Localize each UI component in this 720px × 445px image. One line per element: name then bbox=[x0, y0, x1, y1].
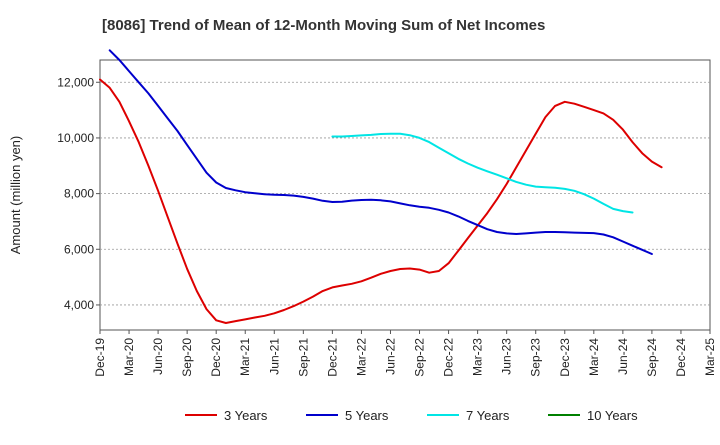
y-axis-ticks: 4,000 6,000 8,000 10,000 12,000 bbox=[57, 75, 100, 312]
x-tick-label: Mar-22 bbox=[354, 338, 368, 376]
legend-label-3-years: 3 Years bbox=[224, 408, 268, 423]
x-tick-label: Sep-24 bbox=[645, 338, 659, 377]
series-line-3-years bbox=[99, 78, 663, 324]
series-line-5-years bbox=[108, 49, 653, 255]
y-tick-label: 12,000 bbox=[57, 75, 94, 89]
x-tick-label: Dec-24 bbox=[674, 338, 688, 377]
series-lines bbox=[99, 49, 663, 324]
x-tick-label: Mar-20 bbox=[122, 338, 136, 376]
chart-title: [8086] Trend of Mean of 12-Month Moving … bbox=[102, 17, 545, 34]
x-tick-label: Mar-21 bbox=[238, 338, 252, 376]
legend-label-10-years: 10 Years bbox=[587, 408, 638, 423]
grid-lines bbox=[100, 81, 710, 306]
x-tick-label: Sep-23 bbox=[529, 338, 543, 377]
x-tick-label: Dec-21 bbox=[325, 338, 339, 377]
y-tick-label: 6,000 bbox=[64, 242, 94, 256]
plot-area bbox=[99, 59, 711, 331]
x-tick-label: Jun-22 bbox=[383, 338, 397, 375]
x-tick-label: Dec-20 bbox=[209, 338, 223, 377]
series-line-7-years bbox=[331, 132, 634, 214]
x-tick-label: Jun-23 bbox=[500, 338, 514, 375]
y-tick-label: 4,000 bbox=[64, 298, 94, 312]
x-tick-label: Dec-22 bbox=[442, 338, 456, 377]
y-axis-label: Amount (million yen) bbox=[8, 136, 23, 255]
x-tick-label: Mar-23 bbox=[471, 338, 485, 376]
y-tick-label: 8,000 bbox=[64, 187, 94, 201]
x-tick-label: Sep-21 bbox=[296, 338, 310, 377]
y-tick-label: 10,000 bbox=[57, 131, 94, 145]
x-tick-label: Jun-24 bbox=[616, 338, 630, 375]
x-tick-label: Dec-19 bbox=[93, 338, 107, 377]
x-axis-ticks: Dec-19 Mar-20 Jun-20 Sep-20 Dec-20 Mar-21 Jun-… bbox=[93, 330, 717, 377]
x-tick-label: Jun-20 bbox=[151, 338, 165, 375]
legend-label-7-years: 7 Years bbox=[466, 408, 510, 423]
x-tick-label: Dec-23 bbox=[558, 338, 572, 377]
x-tick-label: Sep-20 bbox=[180, 338, 194, 377]
legend-label-5-years: 5 Years bbox=[345, 408, 389, 423]
x-tick-label: Jun-21 bbox=[267, 338, 281, 375]
legend: 3 Years 5 Years 7 Years 10 Years bbox=[185, 408, 638, 423]
x-tick-label: Mar-24 bbox=[587, 338, 601, 376]
x-tick-label: Mar-25 bbox=[703, 338, 717, 376]
x-tick-label: Sep-22 bbox=[413, 338, 427, 377]
